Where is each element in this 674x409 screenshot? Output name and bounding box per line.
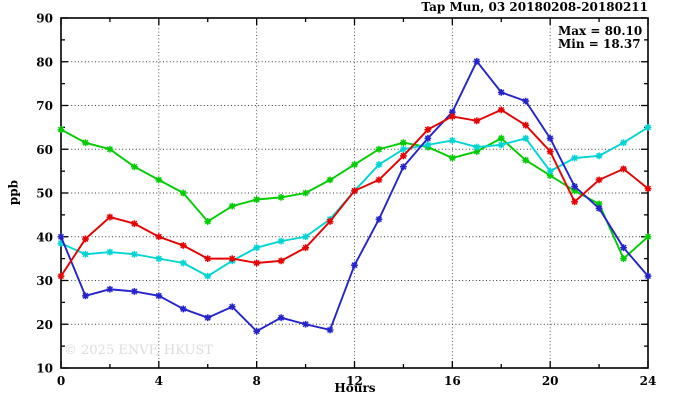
y-axis-label: ppb [6, 179, 21, 206]
x-axis-label: Hours [334, 381, 376, 395]
y-tick-label: 20 [36, 318, 53, 332]
series-day-red [57, 106, 652, 280]
y-tick-label: 40 [36, 230, 53, 244]
y-tick-label: 50 [36, 187, 53, 201]
max-min-annotation: Max = 80.10 Min = 18.37 [558, 25, 642, 51]
watermark: © 2025 ENVF, HKUST [64, 343, 213, 358]
series-day-green [57, 126, 652, 263]
y-tick-label: 80 [36, 55, 53, 69]
plot-border [60, 17, 649, 369]
x-tick-label: 4 [155, 374, 163, 388]
y-tick-label: 30 [36, 274, 53, 288]
min-value-label: Min = 18.37 [558, 37, 641, 51]
chart-title: Tap Mun, 03 20180208-20180211 [421, 0, 648, 14]
series-markers [57, 106, 652, 280]
y-tick-label: 10 [36, 362, 53, 376]
x-tick-label: 16 [444, 374, 461, 388]
series-markers [57, 126, 652, 263]
series-day-blue [57, 57, 652, 335]
x-tick-label: 12 [346, 374, 363, 388]
x-tick-label: 0 [57, 374, 65, 388]
y-tick-label: 70 [36, 99, 53, 113]
x-tick-label: 8 [252, 374, 260, 388]
grid [61, 18, 648, 368]
x-tick-label: 20 [542, 374, 559, 388]
series-markers [57, 57, 652, 335]
x-tick-label: 24 [640, 374, 657, 388]
y-tick-label: 60 [36, 143, 53, 157]
y-tick-label: 90 [36, 12, 53, 26]
max-value-label: Max = 80.10 [558, 24, 643, 38]
tick-labels: 10 20 30 40 50 60 70 80 90 0 4 8 12 16 20 24 [36, 12, 656, 389]
